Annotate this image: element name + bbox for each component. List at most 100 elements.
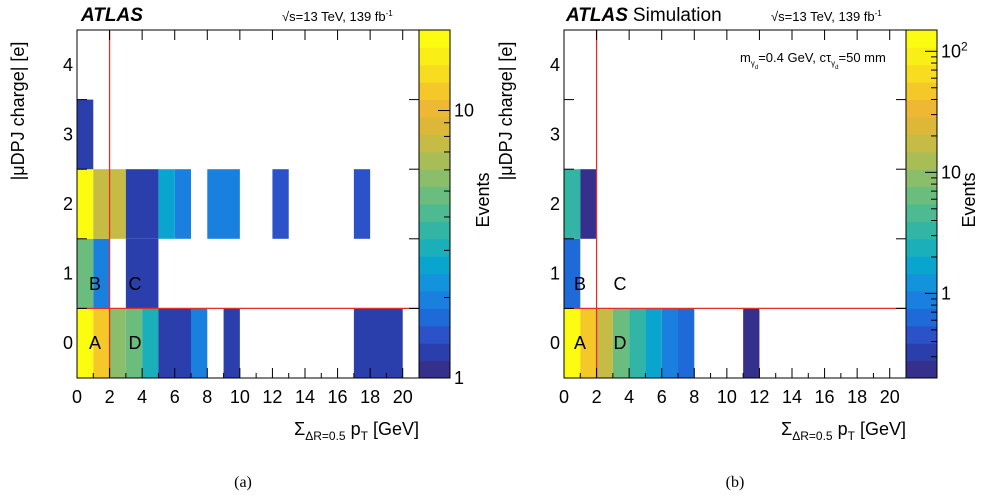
heatmap-cell	[580, 169, 597, 239]
colorbar-tick-label: 10	[454, 101, 474, 121]
colorbar-label: Events	[473, 172, 493, 227]
colorbar-swatch	[906, 256, 937, 275]
x-tick-label: 12	[749, 387, 769, 407]
y-tick-label: 3	[63, 124, 73, 144]
colorbar-swatch	[906, 99, 937, 118]
region-label-d: D	[129, 333, 142, 353]
colorbar-swatch	[906, 151, 937, 170]
colorbar-swatch	[419, 291, 450, 309]
x-tick-label: 6	[170, 387, 180, 407]
abcd-cut-lines	[77, 30, 419, 378]
x-tick-label: 4	[624, 387, 634, 407]
colorbar-swatch	[906, 47, 937, 66]
y-tick-label: 2	[550, 194, 560, 214]
x-tick-label: 16	[815, 387, 835, 407]
colorbar-tick-label: 10	[941, 162, 961, 182]
signal-model-note: mγd=0.4 GeV, cτγd=50 mm	[740, 50, 886, 71]
heatmap-cell	[564, 169, 581, 239]
energy-lumi-label: √s=13 TeV, 139 fb-1	[771, 9, 882, 24]
heatmap-cell	[77, 169, 94, 239]
heatmap-cell	[158, 169, 175, 239]
heatmap-cell	[93, 238, 110, 309]
region-label-b: B	[89, 274, 101, 294]
colorbar-swatch	[419, 134, 450, 153]
colorbar-swatch	[419, 64, 450, 83]
y-tick-label: 0	[63, 333, 73, 353]
colorbar-swatch	[419, 238, 450, 257]
heatmap-cell	[125, 169, 159, 239]
heatmap-cell	[125, 238, 159, 309]
heatmap-cell	[125, 308, 143, 378]
colorbar-swatch	[419, 82, 450, 101]
colorbar-swatch	[906, 273, 937, 292]
region-label-a: A	[574, 333, 586, 353]
heatmap-cell	[77, 238, 94, 309]
colorbar-swatch	[906, 221, 937, 240]
heatmap-cell	[191, 308, 208, 378]
colorbar-swatch	[419, 204, 450, 222]
colorbar-swatch	[419, 360, 450, 379]
heatmap-cell	[174, 169, 191, 239]
x-axis-label: ΣΔR=0.5 pT [GeV]	[781, 419, 906, 443]
colorbar-swatch	[419, 308, 450, 327]
y-tick-label: 4	[550, 55, 560, 75]
heatmap-cell	[142, 308, 159, 378]
heatmap-cell	[272, 169, 289, 239]
heatmap-cell	[223, 308, 240, 378]
y-axis-ticks: 0 1 2 3 4	[550, 55, 906, 379]
colorbar-swatch	[906, 134, 937, 153]
abcd-cut-lines	[564, 30, 906, 378]
experiment-label: ATLAS Simulation	[565, 5, 722, 26]
colorbar-tick-label: 102	[941, 39, 968, 61]
region-label-c: C	[614, 274, 627, 294]
colorbar-swatch	[419, 186, 450, 205]
x-tick-label: 0	[72, 387, 82, 407]
heatmap-cell	[207, 169, 240, 239]
colorbar-swatch	[419, 47, 450, 66]
colorbar-swatch	[419, 30, 450, 48]
colorbar-swatch	[419, 99, 450, 118]
colorbar-frame	[905, 29, 938, 379]
x-tick-label: 16	[328, 387, 348, 407]
heatmap-cell	[77, 99, 94, 170]
heatmap-cell	[661, 308, 678, 378]
heatmap-cell	[158, 308, 191, 378]
x-axis-label: ΣΔR=0.5 pT [GeV]	[294, 419, 419, 443]
heatmap-cell	[564, 238, 581, 309]
heatmap-cell	[109, 308, 126, 378]
y-axis-ticks: 0 1 2 3 4	[63, 55, 419, 379]
experiment-label: ATLAS	[80, 5, 143, 26]
colorbar-ticks: 1 10	[438, 29, 474, 388]
y-axis-label: |μDPJ charge| [e]	[8, 42, 28, 181]
colorbar-swatch	[419, 325, 450, 344]
region-label-c: C	[129, 274, 142, 294]
colorbar-swatch	[906, 325, 937, 344]
heatmap-cell	[353, 169, 371, 239]
colorbar-swatch	[906, 117, 937, 135]
colorbar-swatch	[906, 82, 937, 101]
heatmap-cell	[93, 308, 110, 378]
y-tick-label: 3	[550, 124, 560, 144]
colorbar	[905, 29, 938, 379]
x-tick-label: 2	[592, 387, 602, 407]
heatmap-cells	[77, 99, 403, 378]
colorbar-swatch	[419, 273, 450, 292]
colorbar-swatch	[906, 291, 937, 309]
x-tick-label: 18	[847, 387, 867, 407]
heatmap-cell	[678, 308, 695, 378]
x-tick-label: 2	[105, 387, 115, 407]
x-tick-label: 14	[295, 387, 315, 407]
heatmap-cell	[743, 308, 760, 378]
panel-caption: (b)	[726, 474, 745, 491]
heatmap-cell	[353, 308, 403, 378]
x-tick-label: 20	[880, 387, 900, 407]
heatmap-cell	[645, 308, 662, 378]
x-tick-label: 8	[202, 387, 212, 407]
heatmap-cells	[564, 169, 760, 378]
colorbar-swatch	[419, 221, 450, 240]
y-tick-label: 1	[63, 264, 73, 284]
heatmap-cell	[596, 308, 613, 378]
